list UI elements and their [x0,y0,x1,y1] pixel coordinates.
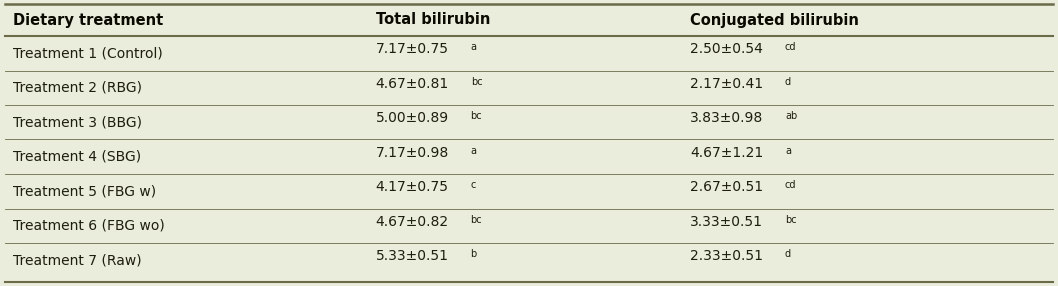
Text: a: a [785,146,791,156]
Text: d: d [785,76,791,86]
Text: 3.83±0.98: 3.83±0.98 [690,111,763,125]
Text: 4.67±1.21: 4.67±1.21 [690,146,763,160]
Text: 2.33±0.51: 2.33±0.51 [690,249,763,263]
Text: c: c [471,180,476,190]
Text: bc: bc [785,214,797,225]
Text: 7.17±0.75: 7.17±0.75 [376,42,449,56]
Text: 4.67±0.81: 4.67±0.81 [376,77,449,91]
Text: a: a [471,146,477,156]
Text: Treatment 6 (FBG wo): Treatment 6 (FBG wo) [13,219,164,233]
Text: Total bilirubin: Total bilirubin [376,13,490,27]
Text: 5.00±0.89: 5.00±0.89 [376,111,449,125]
Text: cd: cd [785,180,797,190]
Text: 7.17±0.98: 7.17±0.98 [376,146,449,160]
Text: 2.67±0.51: 2.67±0.51 [690,180,763,194]
Text: 3.33±0.51: 3.33±0.51 [690,215,763,229]
Text: Treatment 5 (FBG w): Treatment 5 (FBG w) [13,184,156,198]
Text: 4.67±0.82: 4.67±0.82 [376,215,449,229]
Text: cd: cd [784,42,796,52]
Text: 2.17±0.41: 2.17±0.41 [690,77,763,91]
Text: 2.50±0.54: 2.50±0.54 [690,42,763,56]
Text: b: b [471,249,477,259]
Text: Treatment 3 (BBG): Treatment 3 (BBG) [13,115,142,129]
Text: Treatment 2 (RBG): Treatment 2 (RBG) [13,81,142,95]
Text: 5.33±0.51: 5.33±0.51 [376,249,449,263]
Text: Treatment 1 (Control): Treatment 1 (Control) [13,46,163,60]
Text: d: d [785,249,790,259]
Text: Conjugated bilirubin: Conjugated bilirubin [690,13,859,27]
Text: ab: ab [785,111,798,121]
Text: bc: bc [471,214,482,225]
Text: Treatment 7 (Raw): Treatment 7 (Raw) [13,253,142,267]
Text: bc: bc [471,111,482,121]
Text: bc: bc [471,76,482,86]
Text: a: a [471,42,476,52]
Text: 4.17±0.75: 4.17±0.75 [376,180,449,194]
Text: Treatment 4 (SBG): Treatment 4 (SBG) [13,150,141,164]
Text: Dietary treatment: Dietary treatment [13,13,163,27]
